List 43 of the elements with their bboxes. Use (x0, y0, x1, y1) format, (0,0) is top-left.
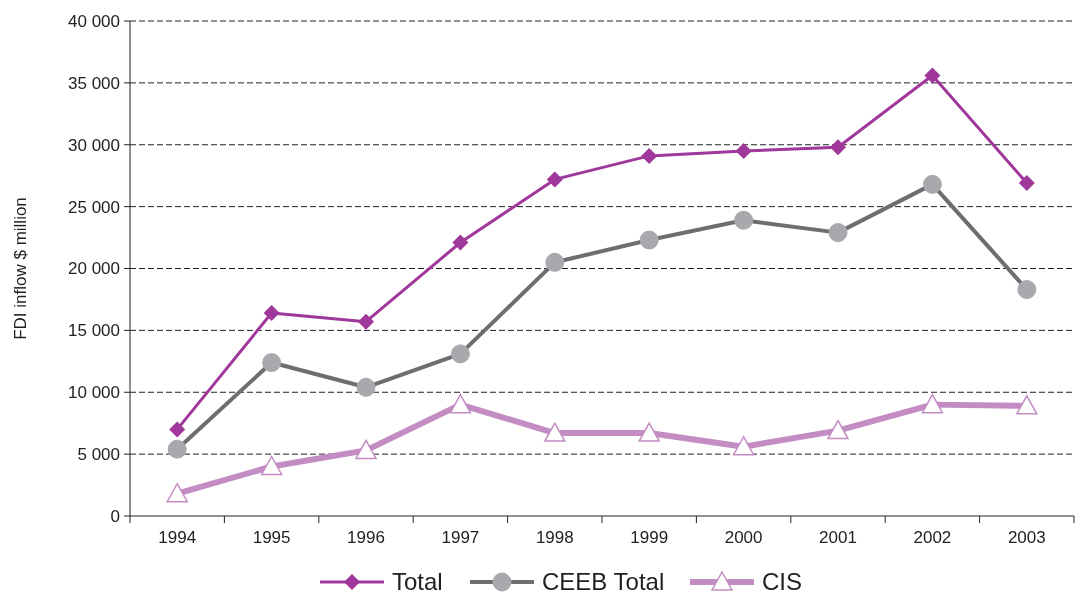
y-tick-label: 15 000 (68, 321, 120, 341)
point (638, 422, 660, 442)
point (735, 142, 752, 159)
point (449, 393, 472, 414)
x-tick-label: 1996 (347, 528, 385, 547)
legend-label: Total (392, 568, 443, 596)
y-tick-label: 30 000 (68, 135, 120, 155)
point (827, 419, 849, 440)
point (732, 435, 755, 456)
point (452, 234, 469, 251)
point (166, 482, 188, 503)
point (924, 67, 941, 84)
x-tick-label: 2003 (1007, 528, 1046, 547)
y-tick-label: 35 000 (68, 73, 120, 93)
x-tick-label: 2002 (913, 528, 952, 547)
point (263, 305, 280, 322)
y-tick-label: 0 (110, 506, 120, 526)
point (358, 313, 374, 330)
point (641, 147, 658, 164)
x-tick-label: 1995 (252, 528, 291, 547)
x-tick-label: 1999 (630, 528, 669, 547)
point (355, 439, 377, 460)
point (1016, 395, 1038, 415)
x-tick-label: 1997 (441, 528, 480, 547)
point (544, 422, 566, 442)
point (830, 139, 846, 156)
x-tick-label: 2000 (724, 528, 763, 547)
point (260, 455, 283, 476)
y-tick-label: 25 000 (68, 197, 120, 217)
point (169, 421, 186, 438)
legend-label: CEEB Total (542, 568, 665, 596)
y-tick-label: 20 000 (68, 259, 120, 279)
point (546, 171, 563, 188)
x-tick-label: 1998 (535, 528, 574, 547)
x-tick-label: 2001 (819, 528, 857, 547)
point (921, 393, 944, 414)
y-axis-title: FDI inflow $ million (11, 197, 30, 340)
y-tick-label: 40 000 (68, 11, 120, 31)
legend-label: CIS (762, 568, 803, 596)
y-tick-label: 5 000 (77, 445, 120, 465)
point (1018, 175, 1035, 192)
y-tick-label: 10 000 (68, 383, 120, 403)
x-tick-label: 1994 (158, 528, 197, 547)
